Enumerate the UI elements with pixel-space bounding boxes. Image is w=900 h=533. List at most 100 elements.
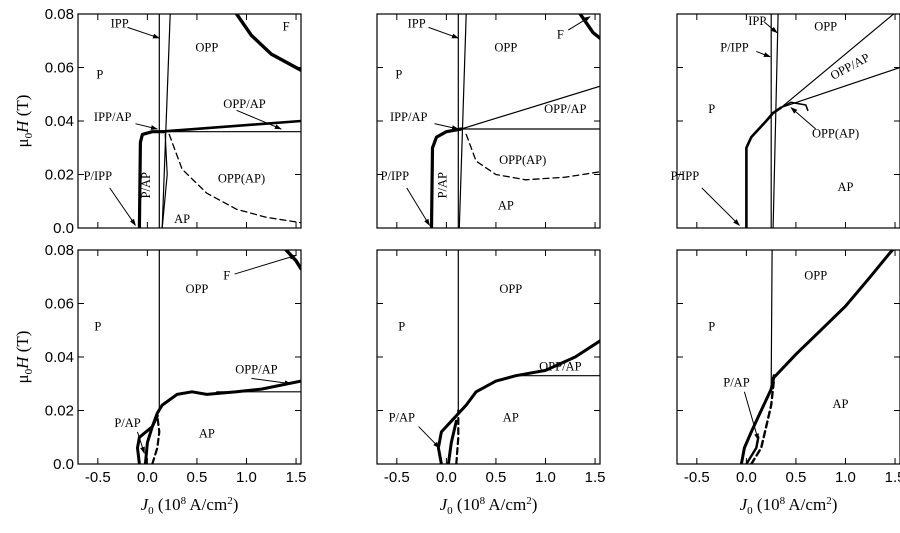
phase-boundary-6: [578, 14, 600, 40]
y-axis-label: μ0H (T): [13, 95, 35, 148]
y-tick-label: 0.04: [45, 113, 74, 130]
annotation-arrow-0: [127, 26, 160, 39]
panel-bottom-left: F OPP P OPP/AP P/AP AP -0.5 0.0 0.5 1.0 1.5 0.0 0.02…: [13, 242, 306, 517]
phase-boundary-3: [158, 119, 301, 133]
region-label-0: OPP: [804, 269, 827, 283]
x-tick-label: 1.5: [286, 469, 307, 486]
phase-boundary-2: [745, 106, 783, 228]
x-tick-label: 1.0: [535, 469, 556, 486]
phase-boundary-4: [745, 436, 760, 464]
phase-boundary-0: [770, 250, 773, 385]
phase-boundary-5: [284, 250, 301, 271]
x-tick-label: 1.0: [835, 469, 856, 486]
plot-area: [701, 14, 900, 228]
dashed-boundary-5: [465, 133, 600, 181]
y-axis-label: μ0H (T): [13, 331, 35, 384]
region-label-1: OPP: [814, 19, 837, 33]
region-label-1: OPP: [185, 282, 208, 296]
x-tick-label: 0.0: [436, 469, 457, 486]
region-label-0: F: [223, 269, 230, 283]
region-label-5: IPP/AP: [94, 110, 132, 124]
phase-boundary-1: [458, 14, 467, 228]
region-label-6: OPP(AP): [499, 153, 546, 167]
annotation-arrow-0: [234, 254, 297, 275]
annotation-arrow-1: [236, 109, 282, 130]
annotation-arrow-3: [109, 187, 136, 226]
region-label-9: AP: [174, 212, 190, 226]
x-tick-label: 1.5: [885, 469, 900, 486]
y-tick-label: 0.06: [45, 60, 74, 77]
x-tick-label: 1.0: [236, 469, 257, 486]
plot-area: [406, 14, 600, 228]
region-label-2: P: [94, 319, 101, 333]
region-label-1: OPP: [494, 41, 517, 55]
region-label-6: OPP(AP): [218, 172, 265, 186]
region-label-7: P/IPP: [84, 169, 113, 183]
plot-area: [739, 250, 895, 464]
region-label-4: P: [708, 102, 715, 116]
phase-boundary-3: [460, 85, 600, 130]
region-label-7: AP: [837, 180, 853, 194]
region-label-8: P/AP: [139, 172, 153, 198]
phase-boundary-1: [136, 379, 301, 464]
region-label-2: P/IPP: [720, 41, 749, 55]
plot-area: [109, 14, 301, 228]
region-label-7: P/IPP: [381, 169, 410, 183]
region-label-3: P: [395, 67, 402, 81]
panel-top-right: IPP OPP P/IPP OPP/AP P OPP(AP) P/IPP AP: [671, 13, 900, 229]
phase-boundary-7: [234, 14, 301, 72]
panel-bottom-right: OPP P P/AP AP -0.5 0.0 0.5 1.0 1.5 J0 (108 A/cm2): [676, 249, 900, 517]
phase-boundary-1: [771, 250, 895, 380]
region-label-1: OPP: [195, 41, 218, 55]
region-label-0: IPP: [748, 14, 766, 28]
region-label-5: OPP(AP): [812, 126, 859, 140]
x-tick-label: 1.5: [585, 469, 606, 486]
region-label-2: F: [557, 27, 564, 41]
phase-boundary-2: [429, 127, 463, 228]
x-tick-label: 0.5: [486, 469, 507, 486]
panel-grid: IPP OPP F P OPP/AP IPP/AP OPP(AP) P/IPP P/AP AP 0.…: [13, 6, 900, 517]
region-label-4: AP: [503, 410, 519, 424]
x-tick-label: -0.5: [85, 469, 111, 486]
annotation-arrow-0: [743, 391, 759, 441]
phase-boundary-4: [161, 133, 168, 228]
annotation-arrow-2: [135, 123, 158, 130]
region-label-2: OPP/AP: [539, 360, 581, 374]
region-label-3: OPP/AP: [828, 50, 872, 82]
y-tick-label: 0.02: [45, 403, 74, 420]
x-axis-label: J0 (108 A/cm2): [740, 495, 838, 517]
annotation-arrow-2: [136, 431, 145, 454]
region-label-8: P/AP: [435, 172, 449, 198]
dashed-boundary-3: [455, 409, 460, 464]
phase-boundary-2: [739, 374, 776, 464]
x-tick-label: 0.5: [187, 469, 208, 486]
panel-top-left: IPP OPP F P OPP/AP IPP/AP OPP(AP) P/IPP P/AP AP 0.…: [13, 6, 302, 237]
phase-boundary-2: [143, 414, 159, 464]
annotation-arrow-1: [568, 16, 591, 31]
y-tick-label: 0.08: [45, 242, 74, 259]
region-label-4: OPP/AP: [223, 97, 265, 111]
region-label-0: OPP: [499, 282, 522, 296]
x-tick-label: 0.0: [736, 469, 757, 486]
region-label-3: OPP/AP: [235, 362, 277, 376]
phase-boundary-4: [780, 66, 900, 109]
y-tick-label: 0.02: [45, 167, 74, 184]
annotation-arrow-2: [790, 107, 817, 130]
x-tick-label: 0.5: [786, 469, 807, 486]
plot-area: [136, 250, 301, 464]
y-tick-label: 0.04: [45, 349, 74, 366]
annotation-arrow-1: [756, 50, 771, 58]
region-label-3: P/AP: [389, 410, 415, 424]
region-label-2: F: [283, 19, 290, 33]
y-tick-label: 0.0: [53, 220, 74, 237]
panel-bottom-middle: OPP P OPP/AP P/AP AP -0.5 0.0 0.5 1.0 1.5 J0 (108 …: [376, 249, 606, 517]
panel-top-middle: IPP OPP F P OPP/AP IPP/AP OPP(AP) P/IPP P/AP AP: [376, 13, 601, 229]
x-tick-label: -0.5: [684, 469, 710, 486]
phase-boundary-5: [780, 101, 809, 112]
annotation-arrow-1: [251, 377, 292, 386]
region-label-4: P/AP: [114, 416, 140, 430]
region-label-1: P: [708, 319, 715, 333]
y-tick-label: 0.08: [45, 6, 74, 23]
region-label-4: OPP/AP: [544, 102, 586, 116]
